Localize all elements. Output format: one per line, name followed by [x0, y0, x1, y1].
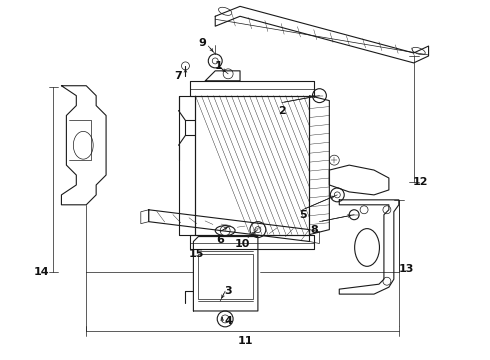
Text: 7: 7	[174, 71, 182, 81]
Bar	[196, 96, 310, 235]
Text: 5: 5	[299, 210, 306, 220]
Text: 8: 8	[311, 225, 319, 235]
Bar	[198, 255, 253, 299]
Text: 10: 10	[234, 239, 250, 249]
Text: 11: 11	[237, 336, 253, 346]
Text: 9: 9	[198, 38, 206, 48]
Text: 12: 12	[413, 177, 428, 187]
Text: 6: 6	[216, 234, 224, 244]
Text: 13: 13	[399, 264, 415, 274]
Text: 3: 3	[224, 286, 232, 296]
Text: 2: 2	[278, 105, 286, 116]
Text: 1: 1	[214, 61, 222, 71]
Text: 15: 15	[189, 249, 204, 260]
Text: 4: 4	[224, 316, 232, 326]
Text: 14: 14	[34, 267, 49, 277]
